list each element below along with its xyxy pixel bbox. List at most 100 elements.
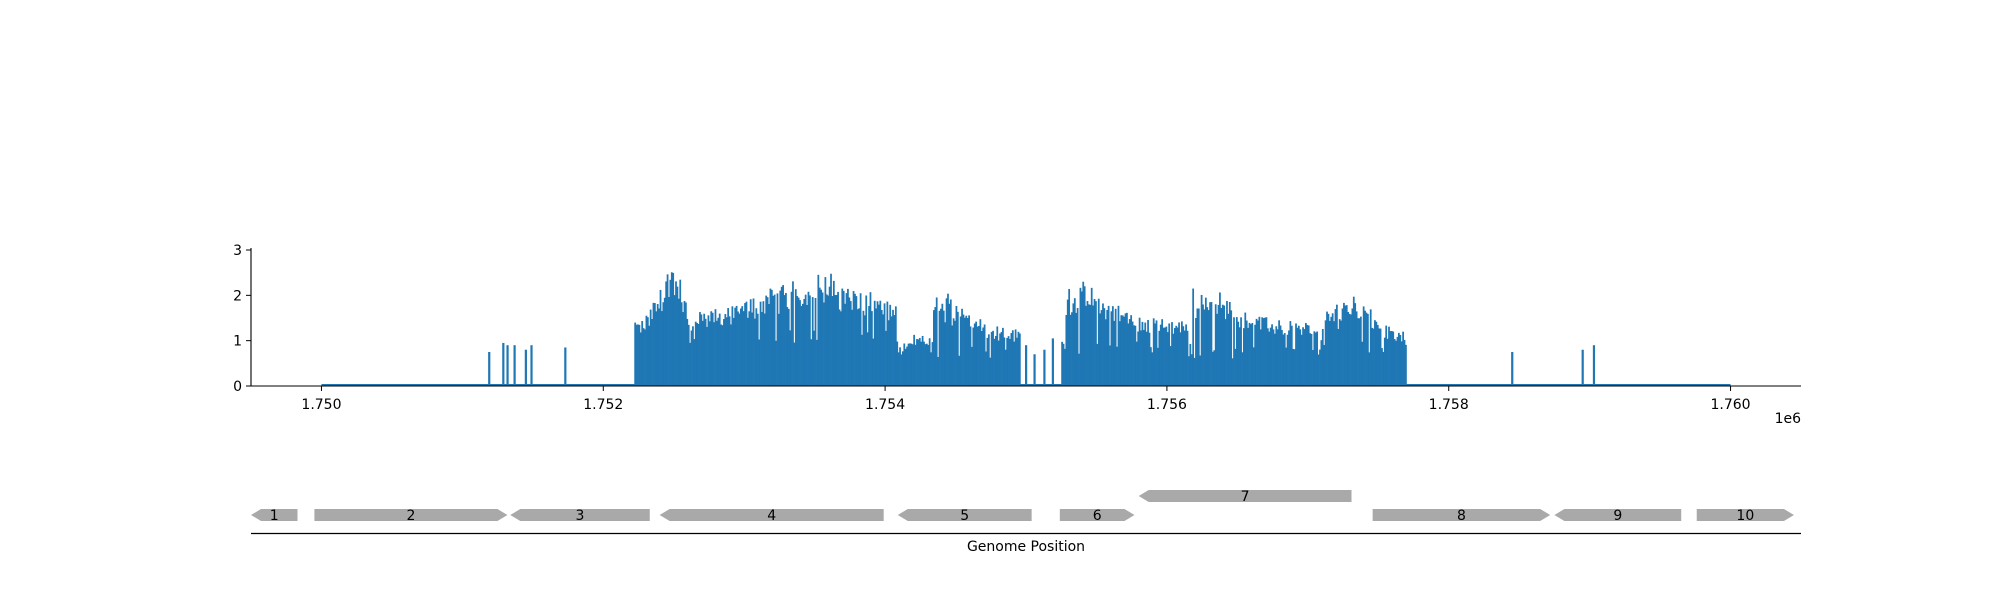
coverage-bar (782, 285, 784, 386)
coverage-bar (1244, 312, 1247, 386)
coverage-bar (1004, 349, 1007, 386)
coverage-bar (813, 330, 815, 386)
coverage-bar (996, 326, 999, 386)
coverage-bar (1061, 341, 1063, 386)
coverage-bar (817, 274, 820, 386)
coverage-bar (765, 295, 768, 386)
coverage-bar (1326, 311, 1328, 386)
coverage-bar (1372, 328, 1375, 386)
coverage-bar (693, 339, 696, 386)
coverage-bar (1319, 349, 1321, 386)
coverage-bar (1305, 322, 1307, 386)
coverage-bar (1300, 334, 1303, 386)
coverage-bar (1069, 314, 1072, 386)
coverage-bar (1169, 346, 1172, 386)
coverage-bar (1334, 309, 1337, 386)
coverage-bar (866, 332, 869, 386)
coverage-bar (1154, 323, 1156, 386)
coverage-bar (1062, 343, 1065, 386)
coverage-bar (909, 343, 911, 386)
coverage-bar (979, 319, 982, 386)
coverage-bar (635, 324, 638, 386)
gene-label: 5 (960, 508, 969, 524)
coverage-bar (1099, 313, 1102, 386)
coverage-bar (821, 292, 824, 386)
coverage-bar (1405, 344, 1407, 386)
coverage-bar (780, 286, 783, 386)
coverage-bar (731, 306, 734, 386)
coverage-bar (708, 321, 711, 386)
coverage-bar (889, 304, 892, 386)
coverage-bar (887, 320, 890, 386)
coverage-spike (1511, 352, 1514, 386)
coverage-bar (779, 290, 782, 386)
coverage-bar (1106, 310, 1109, 386)
coverage-bar (1351, 308, 1354, 386)
coverage-bar (1309, 333, 1311, 386)
coverage-bar (1290, 325, 1293, 386)
coverage-bar (1185, 324, 1187, 386)
coverage-bar (1075, 312, 1078, 386)
coverage-bar (1104, 319, 1107, 386)
coverage-bar (1166, 332, 1169, 386)
coverage-bar (987, 334, 990, 386)
coverage-bar (1014, 329, 1017, 386)
coverage-bar (1369, 309, 1372, 386)
coverage-bar (1245, 320, 1248, 386)
coverage-bar (1006, 337, 1009, 386)
coverage-bar (648, 325, 651, 386)
coverage-bar (894, 306, 897, 386)
coverage-bar (878, 304, 880, 386)
coverage-bar (1111, 306, 1114, 386)
coverage-bar (1297, 325, 1300, 386)
coverage-bar (1330, 316, 1333, 386)
coverage-bar (956, 311, 959, 386)
gene-arrow (1138, 490, 1352, 502)
coverage-bar (959, 316, 962, 386)
coverage-bar (656, 304, 659, 386)
coverage-bar (1331, 313, 1334, 386)
coverage-bar (773, 294, 776, 386)
coverage-bar (1192, 288, 1195, 386)
coverage-bar (1228, 302, 1231, 386)
coverage-bar (1202, 304, 1204, 386)
coverage-bar (1068, 288, 1071, 386)
coverage-bar (1361, 341, 1364, 386)
coverage-bar (937, 356, 939, 386)
coverage-spike (1025, 345, 1028, 386)
coverage-spike (564, 347, 567, 386)
coverage-bar (1235, 317, 1238, 386)
coverage-bar (1281, 329, 1283, 386)
coverage-bar (1085, 305, 1087, 386)
coverage-bar (1352, 296, 1355, 386)
coverage-bar (639, 332, 642, 386)
coverage-bar (1119, 321, 1121, 386)
gene-panel: 1 2 3 4 5 6 7 8 9 10 Genome Position (251, 489, 1801, 555)
coverage-bar (1080, 291, 1083, 386)
coverage-bar (761, 311, 763, 386)
coverage-bar (801, 303, 804, 386)
x-tick-label: 1.760 (1710, 397, 1750, 413)
coverage-bar (1328, 320, 1331, 386)
coverage-bar (1223, 305, 1226, 386)
coverage-bar (830, 273, 832, 386)
coverage-bar (914, 344, 917, 386)
coverage-spike (1592, 345, 1596, 386)
coverage-bar (1282, 334, 1285, 386)
coverage-bar (682, 312, 684, 386)
coverage-bar (1276, 329, 1279, 386)
coverage-bar (1113, 320, 1116, 386)
coverage-bar (1324, 320, 1327, 386)
coverage-bar (710, 311, 713, 386)
coverage-bar (824, 277, 827, 386)
coverage-bar (1337, 328, 1340, 386)
coverage-bar (1400, 341, 1403, 386)
coverage-bar (1168, 323, 1171, 386)
coverage-bar (685, 302, 687, 386)
coverage-bar (796, 296, 799, 386)
coverage-bar (1312, 349, 1314, 386)
coverage-bar (972, 327, 975, 386)
coverage-bar (689, 342, 691, 386)
coverage-bar (1131, 321, 1134, 386)
coverage-bar (1354, 303, 1357, 386)
